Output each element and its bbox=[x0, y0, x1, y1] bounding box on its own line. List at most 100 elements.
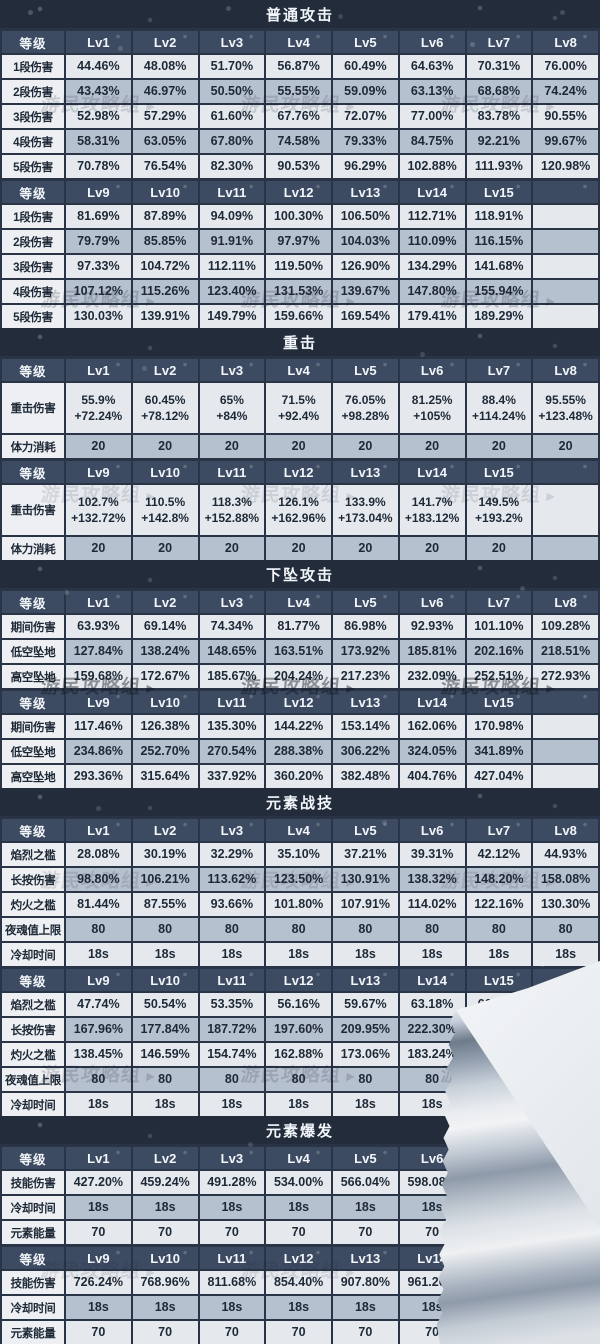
value-cell bbox=[533, 1171, 598, 1194]
row-label: 灼火之槛 bbox=[2, 893, 64, 916]
value-cell: 81.69% bbox=[66, 205, 131, 228]
value-cell: 155.94% bbox=[466, 280, 532, 303]
value-cell: 252.51% bbox=[466, 665, 532, 688]
column-header bbox=[533, 1247, 598, 1269]
value-cell bbox=[533, 740, 598, 763]
value-cell: 167.96% bbox=[66, 1018, 131, 1041]
value-cell bbox=[533, 1221, 598, 1244]
value-cell: 104.03% bbox=[333, 230, 398, 253]
value-cell: 70 bbox=[66, 1321, 131, 1344]
value-cell: 189.29% bbox=[466, 305, 532, 328]
value-cell: 67.80% bbox=[199, 130, 265, 153]
row-label: 重击伤害 bbox=[2, 485, 64, 535]
value-cell: 120.98% bbox=[533, 155, 598, 178]
row-label: 等级 bbox=[2, 31, 64, 53]
row-label: 等级 bbox=[2, 591, 64, 613]
header-row: 等级 Lv9 Lv10 Lv11 Lv12 Lv13 Lv14 bbox=[0, 1244, 600, 1269]
value-cell: 139.67% bbox=[333, 280, 398, 303]
column-header: Lv9 bbox=[66, 969, 131, 991]
header-row: 等级 Lv9 Lv10 Lv11 Lv12 Lv13 Lv14 Lv15 bbox=[0, 966, 600, 991]
header-row: 等级 Lv9 Lv10 Lv11 Lv12 Lv13 Lv14 Lv15 bbox=[0, 178, 600, 203]
column-header bbox=[466, 1147, 532, 1169]
column-header: Lv5 bbox=[333, 31, 398, 53]
value-cell: 18s bbox=[533, 943, 598, 966]
value-cell: 95.55% +123.48% bbox=[533, 383, 598, 433]
row-label: 1段伤害 bbox=[2, 205, 64, 228]
value-cell: 97.33% bbox=[66, 255, 131, 278]
table-row: 灼火之槛 81.44% 87.55% 93.66% 101.80% 107.91% 114.… bbox=[0, 891, 600, 916]
table-row: 冷却时间 18s 18s 18s 18s 18s 18s bbox=[0, 1194, 600, 1219]
column-header: Lv10 bbox=[132, 969, 198, 991]
value-cell: 81.77% bbox=[266, 615, 331, 638]
value-cell: 107.91% bbox=[333, 893, 398, 916]
section-elemental-burst: 元素爆发 等级 Lv1 Lv2 Lv3 Lv4 Lv5 Lv6 技能伤害 427.20% 459.2… bbox=[0, 1116, 600, 1344]
table-row: 高空坠地 293.36% 315.64% 337.92% 360.20% 382.48% 4… bbox=[0, 763, 600, 788]
column-header: Lv6 bbox=[399, 819, 465, 841]
value-cell: 123.50% bbox=[266, 868, 331, 891]
value-cell: 534.00% bbox=[266, 1171, 331, 1194]
table-row: 冷却时间 18s 18s 18s 18s 18s 18s bbox=[0, 1294, 600, 1319]
value-cell: 70 bbox=[333, 1321, 398, 1344]
value-cell: 270.54% bbox=[199, 740, 265, 763]
header-row: 等级 Lv1 Lv2 Lv3 Lv4 Lv5 Lv6 Lv7 Lv8 bbox=[0, 28, 600, 53]
value-cell: 18s bbox=[399, 1196, 465, 1219]
value-cell: 20 bbox=[533, 435, 598, 458]
value-cell: 85.85% bbox=[132, 230, 198, 253]
row-label: 1段伤害 bbox=[2, 55, 64, 78]
column-header: Lv10 bbox=[132, 1247, 198, 1269]
row-label: 长按伤害 bbox=[2, 868, 64, 891]
column-header bbox=[533, 1147, 598, 1169]
section-title: 元素爆发 bbox=[0, 1116, 600, 1144]
value-cell bbox=[533, 1196, 598, 1219]
value-cell: 158.08% bbox=[533, 868, 598, 891]
section-title: 下坠攻击 bbox=[0, 560, 600, 588]
value-cell: 51.70% bbox=[199, 55, 265, 78]
value-cell: 97.97% bbox=[266, 230, 331, 253]
table-row: 高空坠地 159.68% 172.67% 185.67% 204.24% 217.23% 2… bbox=[0, 663, 600, 688]
table-row: 体力消耗 20 20 20 20 20 20 20 bbox=[0, 535, 600, 560]
table-row: 元素能量 70 70 70 70 70 70 bbox=[0, 1219, 600, 1244]
value-cell: 222.30% bbox=[399, 1018, 465, 1041]
row-label: 等级 bbox=[2, 181, 64, 203]
value-cell: 162.06% bbox=[399, 715, 465, 738]
value-cell: 64.63% bbox=[399, 55, 465, 78]
table-row: 期间伤害 63.93% 69.14% 74.34% 81.77% 86.98% 92.93%… bbox=[0, 613, 600, 638]
value-cell: 104.72% bbox=[132, 255, 198, 278]
value-cell: 20 bbox=[199, 537, 265, 560]
value-cell: 149.79% bbox=[199, 305, 265, 328]
value-cell: 80 bbox=[399, 1068, 465, 1091]
value-cell: 18s bbox=[199, 1296, 265, 1319]
value-cell: 115.26% bbox=[132, 280, 198, 303]
value-cell: 162.88% bbox=[266, 1043, 331, 1066]
value-cell: 57.29% bbox=[132, 105, 198, 128]
column-header: Lv3 bbox=[199, 1147, 265, 1169]
column-header: Lv11 bbox=[199, 181, 265, 203]
column-header: Lv1 bbox=[66, 819, 131, 841]
value-cell: 126.90% bbox=[333, 255, 398, 278]
value-cell: 83.78% bbox=[466, 105, 532, 128]
row-label: 冷却时间 bbox=[2, 1196, 64, 1219]
value-cell: 491.28% bbox=[199, 1171, 265, 1194]
value-cell: 60.45% +78.12% bbox=[132, 383, 198, 433]
table-plunging-attack-1: 等级 Lv1 Lv2 Lv3 Lv4 Lv5 Lv6 Lv7 Lv8 期间伤害 63.93% 69.1… bbox=[0, 588, 600, 688]
column-header: Lv13 bbox=[333, 1247, 398, 1269]
row-label: 长按伤害 bbox=[2, 1018, 64, 1041]
value-cell: 43.43% bbox=[66, 80, 131, 103]
value-cell: 65% +84% bbox=[199, 383, 265, 433]
value-cell: 80 bbox=[466, 918, 532, 941]
value-cell: 293.36% bbox=[66, 765, 131, 788]
value-cell bbox=[466, 1093, 532, 1116]
column-header: Lv13 bbox=[333, 461, 398, 483]
value-cell: 20 bbox=[199, 435, 265, 458]
value-cell bbox=[533, 765, 598, 788]
column-header: Lv4 bbox=[266, 359, 331, 381]
value-cell: 80 bbox=[199, 1068, 265, 1091]
column-header: Lv5 bbox=[333, 591, 398, 613]
section-charged-attack: 重击 等级 Lv1 Lv2 Lv3 Lv4 Lv5 Lv6 Lv7 Lv8 重击伤害 55.9% +7… bbox=[0, 328, 600, 560]
value-cell: 138.32% bbox=[399, 868, 465, 891]
column-header: Lv5 bbox=[333, 1147, 398, 1169]
value-cell: 80 bbox=[333, 1068, 398, 1091]
table-row: 重击伤害 102.7% +132.72% 110.5% +142.8% 118.3% … bbox=[0, 483, 600, 535]
value-cell: 109.28% bbox=[533, 615, 598, 638]
column-header: Lv5 bbox=[333, 819, 398, 841]
